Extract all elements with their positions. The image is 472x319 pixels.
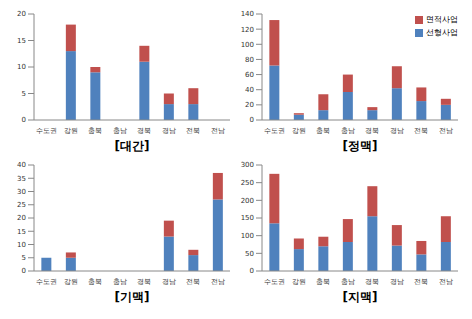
svg-text:100: 100 bbox=[241, 41, 254, 49]
svg-text:30: 30 bbox=[17, 188, 26, 196]
svg-text:80: 80 bbox=[245, 56, 254, 64]
svg-text:35: 35 bbox=[17, 175, 26, 183]
svg-text:150: 150 bbox=[241, 214, 254, 222]
svg-text:5: 5 bbox=[22, 254, 26, 262]
html-text:[대간]: [대간] bbox=[114, 139, 150, 153]
svg-text:20: 20 bbox=[245, 101, 254, 109]
svg-text:0: 0 bbox=[22, 116, 26, 124]
svg-text:300: 300 bbox=[241, 161, 254, 169]
svg-text:전북: 전북 bbox=[186, 278, 200, 286]
svg-text:수도권: 수도권 bbox=[36, 127, 57, 135]
svg-text:충북: 충북 bbox=[88, 278, 102, 286]
svg-text:수도권: 수도권 bbox=[264, 127, 285, 135]
svg-text:전남: 전남 bbox=[439, 127, 453, 135]
svg-text:충북: 충북 bbox=[316, 127, 330, 135]
svg-text:25: 25 bbox=[17, 201, 26, 209]
svg-text:20: 20 bbox=[17, 214, 26, 222]
html-text:[정맥]: [정맥] bbox=[342, 139, 378, 153]
svg-text:충남: 충남 bbox=[341, 278, 355, 286]
svg-text:0: 0 bbox=[22, 267, 26, 275]
svg-text:5: 5 bbox=[22, 90, 26, 98]
svg-text:수도권: 수도권 bbox=[36, 278, 57, 286]
svg-text:10: 10 bbox=[17, 241, 26, 249]
svg-text:경북: 경북 bbox=[365, 278, 379, 286]
svg-text:충북: 충북 bbox=[316, 278, 330, 286]
svg-text:경남: 경남 bbox=[162, 278, 176, 286]
svg-text:전북: 전북 bbox=[186, 127, 200, 135]
svg-text:수도권: 수도권 bbox=[264, 278, 285, 286]
svg-text:충남: 충남 bbox=[113, 278, 127, 286]
svg-text:강원: 강원 bbox=[64, 127, 78, 135]
svg-text:충북: 충북 bbox=[88, 127, 102, 135]
svg-text:50: 50 bbox=[245, 250, 254, 258]
svg-text:200: 200 bbox=[241, 197, 254, 205]
svg-text:140: 140 bbox=[241, 10, 254, 18]
svg-text:경북: 경북 bbox=[137, 278, 151, 286]
svg-text:0: 0 bbox=[250, 116, 254, 124]
svg-text:15: 15 bbox=[17, 37, 26, 45]
svg-text:10: 10 bbox=[17, 63, 26, 71]
svg-text:0: 0 bbox=[250, 267, 254, 275]
svg-text:전남: 전남 bbox=[439, 278, 453, 286]
svg-text:250: 250 bbox=[241, 179, 254, 187]
svg-text:충남: 충남 bbox=[341, 127, 355, 135]
svg-text:전남: 전남 bbox=[211, 127, 225, 135]
svg-text:15: 15 bbox=[17, 228, 26, 236]
svg-text:120: 120 bbox=[241, 26, 254, 34]
svg-text:경북: 경북 bbox=[137, 127, 151, 135]
svg-text:전북: 전북 bbox=[414, 278, 428, 286]
svg-text:20: 20 bbox=[17, 10, 26, 18]
svg-text:경남: 경남 bbox=[390, 127, 404, 135]
svg-text:경남: 경남 bbox=[390, 278, 404, 286]
svg-text:60: 60 bbox=[245, 71, 254, 79]
html-text:선형사업: 선형사업 bbox=[426, 28, 458, 37]
svg-text:40: 40 bbox=[245, 86, 254, 94]
svg-text:강원: 강원 bbox=[292, 127, 306, 135]
html-text:[지맥]: [지맥] bbox=[342, 290, 378, 304]
svg-text:강원: 강원 bbox=[64, 278, 78, 286]
svg-text:40: 40 bbox=[17, 161, 26, 169]
svg-text:충남: 충남 bbox=[113, 127, 127, 135]
svg-text:경북: 경북 bbox=[365, 127, 379, 135]
svg-text:경남: 경남 bbox=[162, 127, 176, 135]
html-text:면적사업: 면적사업 bbox=[426, 15, 458, 24]
svg-text:100: 100 bbox=[241, 232, 254, 240]
html-text:[기맥]: [기맥] bbox=[114, 290, 150, 304]
svg-text:전북: 전북 bbox=[414, 127, 428, 135]
svg-text:전남: 전남 bbox=[211, 278, 225, 286]
svg-text:강원: 강원 bbox=[292, 278, 306, 286]
